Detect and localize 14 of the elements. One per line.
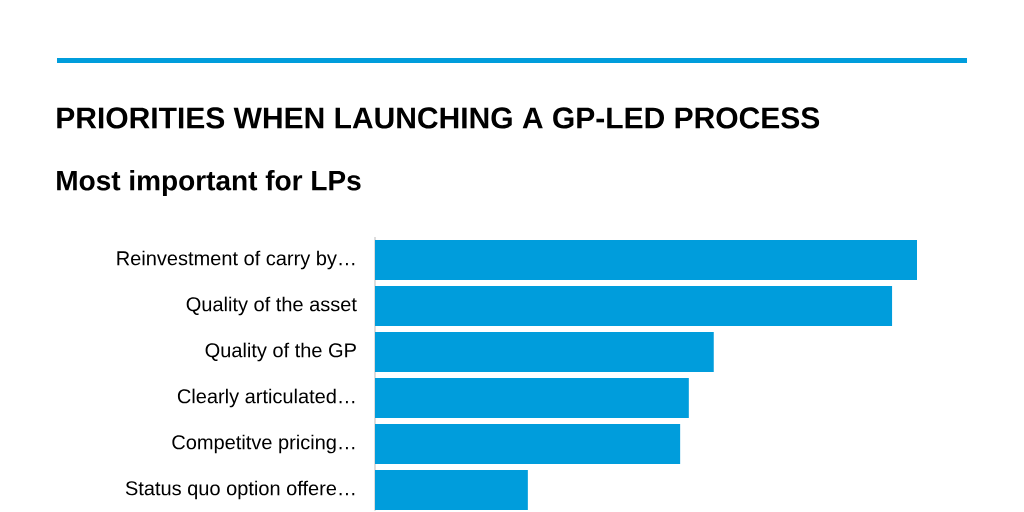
y-tick-label: Competitve pricing…: [172, 434, 355, 454]
y-tick-label: Reinvestment of carry by…: [117, 250, 355, 270]
y-tick-label: Status quo option offere…: [125, 480, 355, 500]
bar: [375, 285, 893, 326]
bar: [375, 423, 681, 464]
y-tick-label: Clearly articulated…: [177, 388, 355, 408]
chart-subtitle: Most important for LPs: [57, 169, 361, 197]
bar: [375, 239, 917, 280]
bar: [375, 470, 528, 510]
y-tick-label: Quality of the GP: [205, 342, 356, 362]
bar: [375, 331, 714, 372]
chart-title: PRIORITIES WHEN LAUNCHING A GP-LED PROCESS: [57, 107, 820, 129]
bar: [375, 377, 689, 418]
y-tick-label: Quality of the asset: [186, 296, 357, 316]
